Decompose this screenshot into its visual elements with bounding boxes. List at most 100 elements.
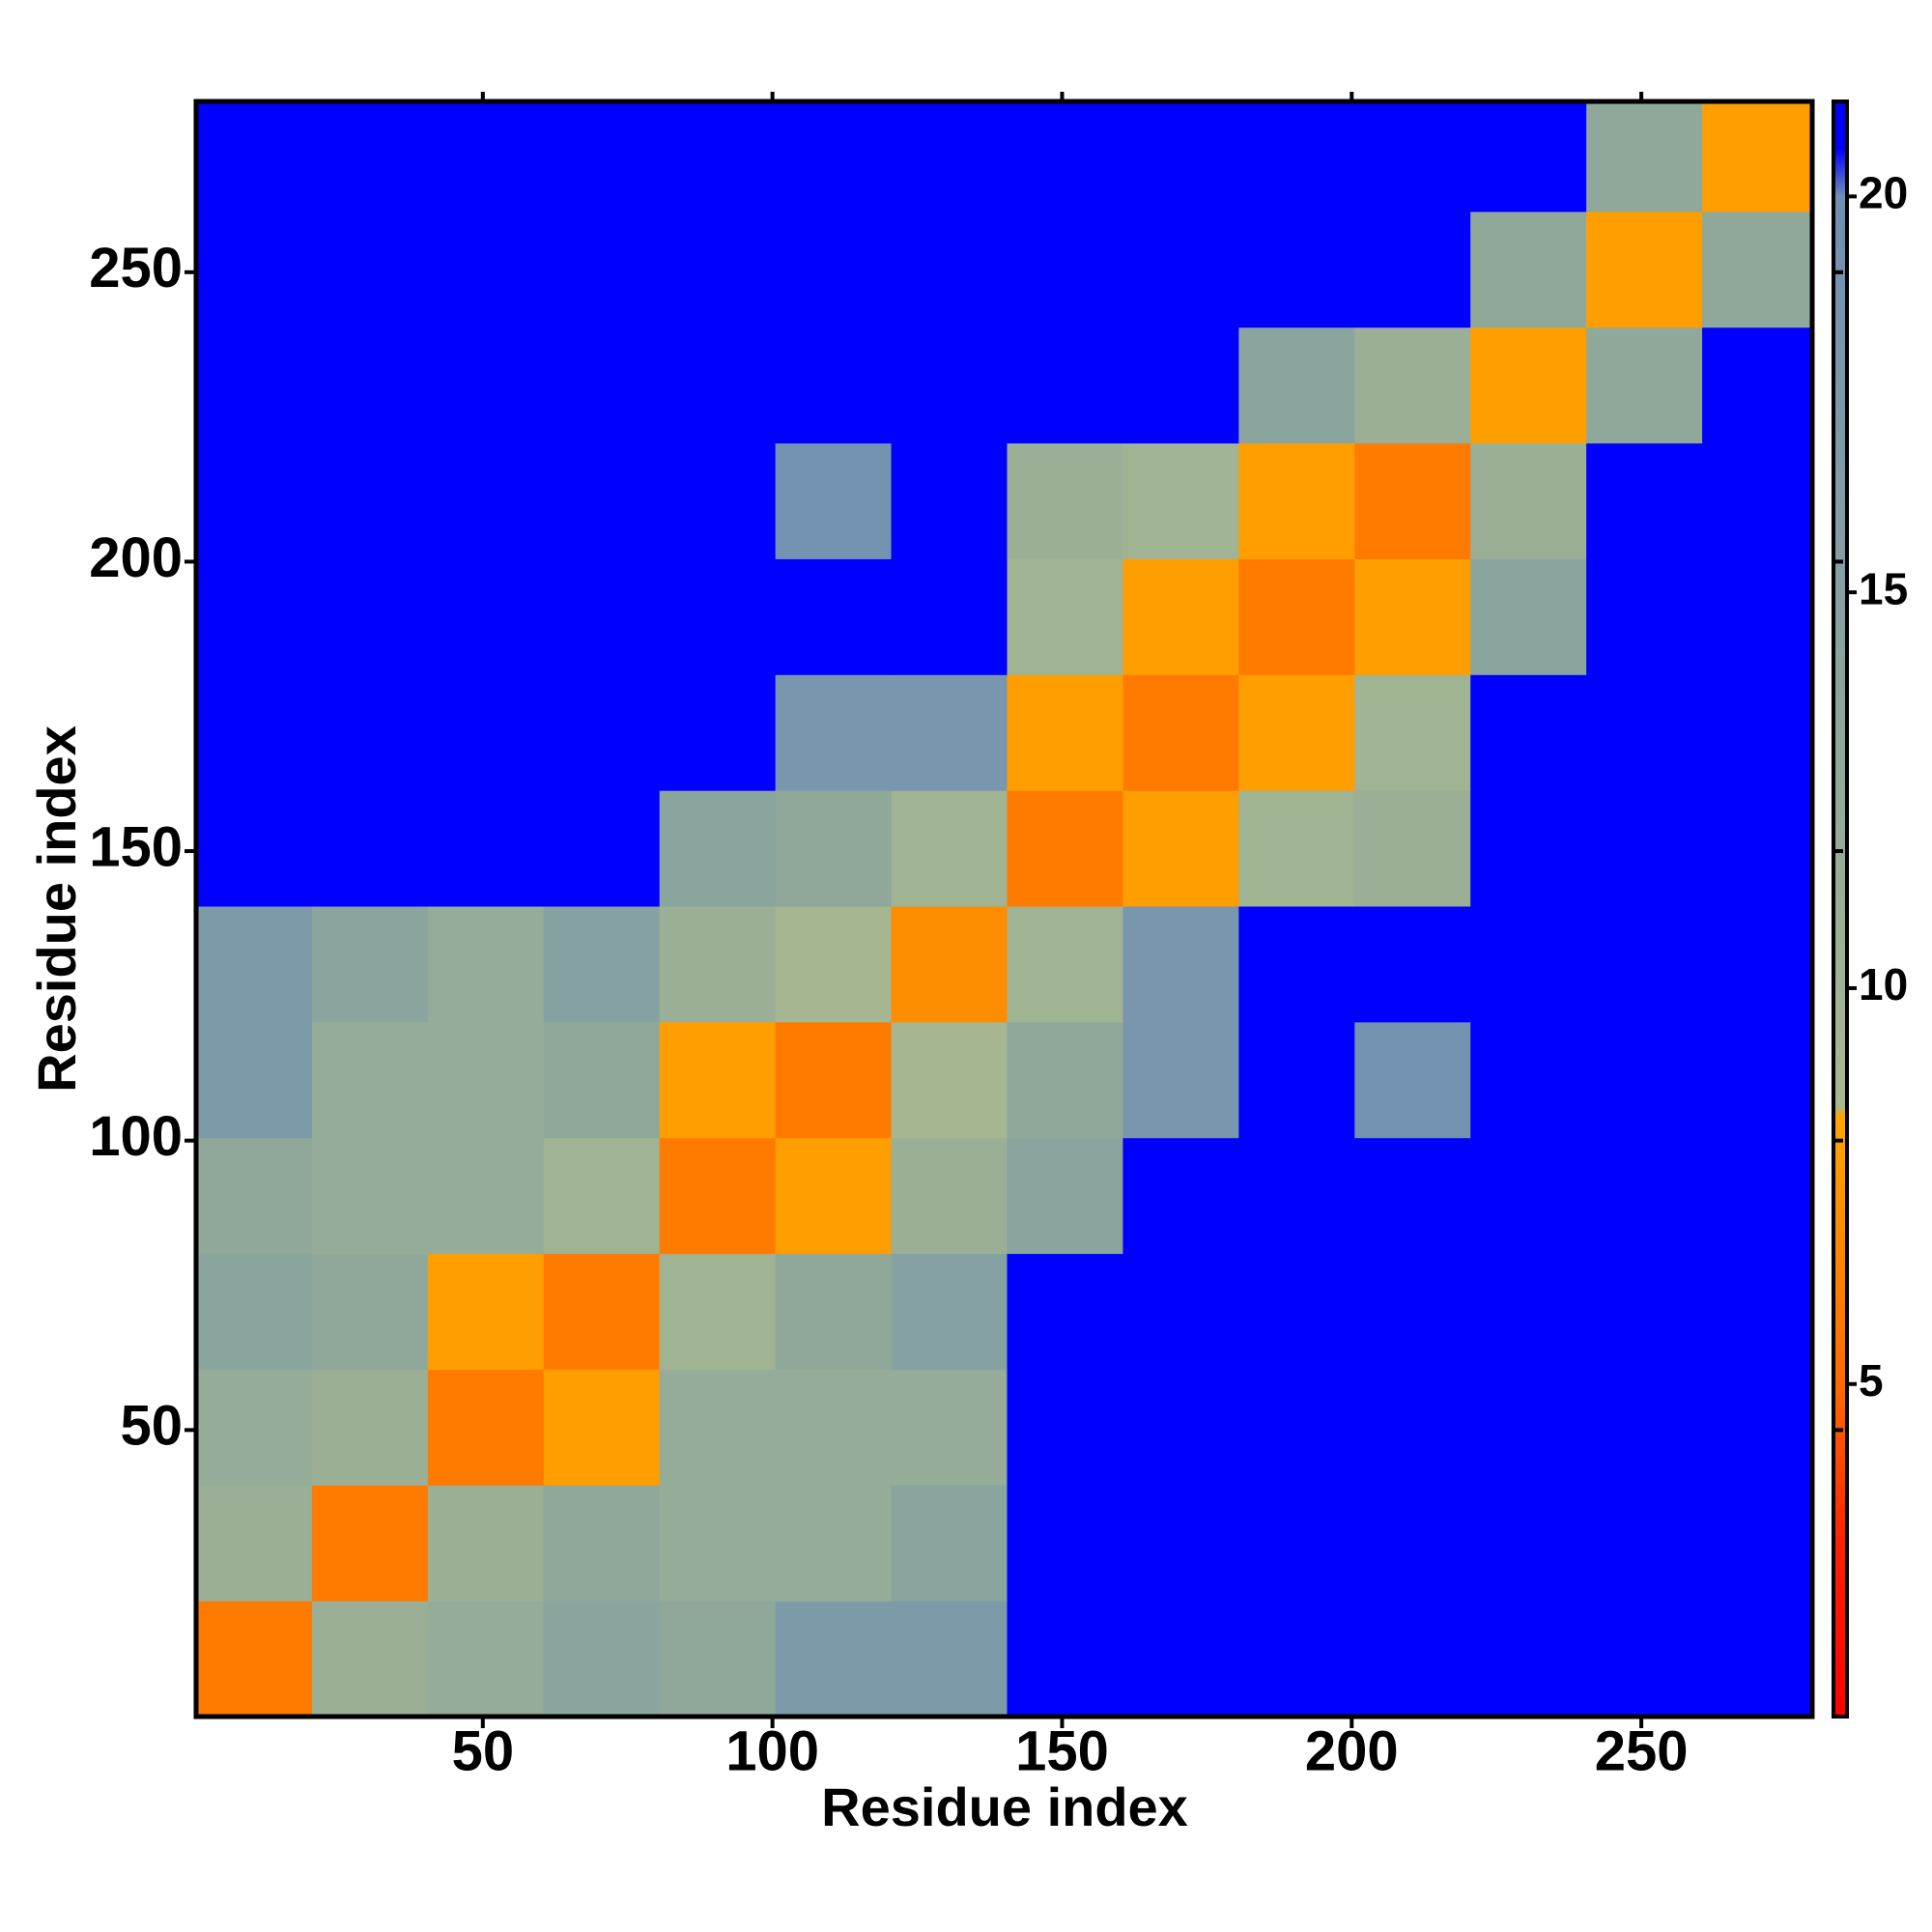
heatmap-cell [543,1137,661,1255]
heatmap-cell [1470,211,1587,328]
heatmap-cell [196,442,313,559]
y-tick-label: 250 [89,237,183,299]
heatmap-cell [891,101,1008,213]
heatmap-cell [1702,442,1813,559]
plot-frame [193,99,1815,1719]
heatmap-cell [1586,1253,1703,1370]
heatmap-cell [1238,558,1355,675]
heatmap-cell [543,1253,661,1370]
x-tick-label: 250 [1595,1719,1689,1782]
heatmap-cell [891,674,1008,791]
heatmap-cell [543,211,661,328]
heatmap-cell [1238,1485,1355,1602]
heatmap-cell [775,1021,893,1139]
heatmap-cell [427,327,545,444]
heatmap-cell [1238,1137,1355,1255]
heatmap-cell [775,1485,893,1602]
heatmap-cell [311,1369,429,1486]
heatmap-cell [1007,327,1123,444]
heatmap-cell [775,1137,893,1255]
heatmap-cell [1122,906,1239,1023]
heatmap-cell [1470,558,1587,675]
heatmap-cell [1586,1601,1703,1718]
heatmap-cell [659,101,777,213]
heatmap-cell [659,1601,777,1718]
heatmap-cell [1586,1485,1703,1602]
heatmap-cell [427,790,545,907]
heatmap-cell [1122,1021,1239,1139]
heatmap-cell [1238,327,1355,444]
heatmap-cell [1702,1137,1813,1255]
heatmap-cell [659,906,777,1023]
heatmap-cell [775,1601,893,1718]
heatmap-cell [196,1137,313,1255]
heatmap-cell [1122,442,1239,559]
heatmap-cell [1702,674,1813,791]
heatmap-cell [1354,790,1471,907]
heatmap-cell [775,1369,893,1486]
heatmap-cell [1122,211,1239,328]
heatmap-cell [891,1021,1008,1139]
heatmap-cell [659,327,777,444]
heatmap-cell [1470,101,1587,213]
heatmap-cell [311,1485,429,1602]
heatmap-cell [196,101,313,213]
heatmap-cell [1470,906,1587,1023]
heatmap-cell [1354,1485,1471,1602]
heatmap-cell [891,1137,1008,1255]
heatmap-cell [1238,1253,1355,1370]
heatmap-cell [543,674,661,791]
heatmap-cell [427,211,545,328]
heatmap-cell [1007,1253,1123,1370]
heatmap-cell [196,790,313,907]
heatmap-cell [427,906,545,1023]
heatmap-cell [196,211,313,328]
heatmap-cell [1702,211,1813,328]
colorbar-tick-label: 5 [1859,1355,1884,1406]
heatmap-cell [659,1485,777,1602]
heatmap-cell [1702,906,1813,1023]
heatmap-cell [1354,674,1471,791]
heatmap-cell [659,558,777,675]
heatmap-cell [775,906,893,1023]
heatmap-cell [659,1253,777,1370]
y-tick-label: 50 [120,1395,183,1458]
heatmap-cell [427,1137,545,1255]
heatmap-cell [427,442,545,559]
heatmap-cell [775,327,893,444]
heatmap-cell [1586,790,1703,907]
heatmap-cell [1354,558,1471,675]
heatmap-cell [311,906,429,1023]
heatmap-cell [427,1253,545,1370]
x-tick-label: 50 [452,1719,515,1782]
heatmap-cell [891,1369,1008,1486]
heatmap-cell [1586,1137,1703,1255]
y-axis-title: Residue index [26,725,87,1093]
heatmap-cell [1470,1485,1587,1602]
heatmap-cell [1122,327,1239,444]
x-tick-label: 100 [725,1719,819,1782]
heatmap-cell [891,1485,1008,1602]
heatmap-cell [196,1253,313,1370]
heatmap-cell [311,211,429,328]
heatmap-cell [1007,906,1123,1023]
heatmap-cell [543,1485,661,1602]
heatmap-cell [1122,1485,1239,1602]
heatmap-cell [1702,327,1813,444]
heatmap-cell [543,906,661,1023]
heatmap-cell [1470,442,1587,559]
heatmap-cell [1354,1601,1471,1718]
heatmap-cell [427,558,545,675]
heatmap-cell [1470,1021,1587,1139]
heatmap-cell [891,211,1008,328]
x-tick-label: 200 [1305,1719,1399,1782]
heatmap-cell [311,558,429,675]
heatmap-cell [1586,558,1703,675]
heatmap-cell [311,101,429,213]
heatmap-cell [311,1021,429,1139]
heatmap-cell [659,1369,777,1486]
heatmap-cell [1122,1137,1239,1255]
heatmap-cell [1238,1021,1355,1139]
heatmap-cell [1354,906,1471,1023]
heatmap-cell [659,211,777,328]
